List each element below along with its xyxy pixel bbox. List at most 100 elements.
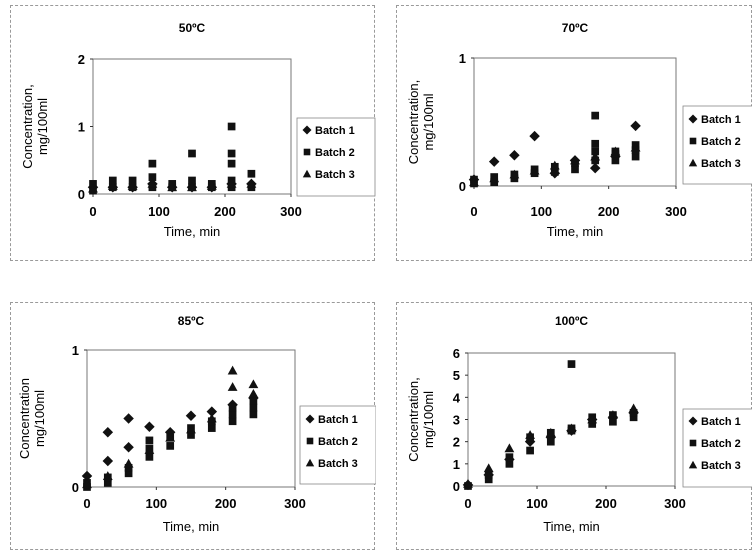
chart-panel-85c: 85ºC 0 1 0 100 200 300 Time, min Concentrationmg… (10, 302, 376, 550)
data-point-square (188, 149, 196, 158)
y-axis-label: Concentration,mg/100ml (20, 84, 50, 169)
data-point-diamond (123, 413, 134, 424)
chart-svg: 100ºC 0 1 2 3 4 5 6 0 100 200 300 Time, min Concentra… (406, 314, 752, 534)
data-point-square (228, 403, 237, 412)
data-point-triangle (463, 478, 473, 488)
data-point-diamond (102, 455, 114, 467)
data-point-square (124, 469, 133, 478)
data-point-triangle (587, 414, 598, 424)
data-point-square (611, 156, 620, 165)
data-point-triangle (566, 423, 577, 433)
plot-area (92, 58, 292, 195)
data-point-square (484, 471, 493, 479)
data-point-triangle (165, 432, 176, 442)
y-tick-label: 6 (453, 346, 460, 361)
chart-title: 50ºC (179, 21, 206, 35)
data-point-square (629, 413, 638, 422)
data-point-triangle (483, 463, 494, 473)
data-point-triangle (226, 178, 237, 188)
data-point-square (571, 165, 579, 174)
legend-label: Batch 1 (701, 114, 741, 126)
y-tick-label: 1 (72, 343, 79, 358)
data-point-square (505, 453, 514, 462)
data-point-square (631, 152, 640, 161)
x-tick-label: 300 (280, 204, 302, 219)
legend-marker-diamond (688, 114, 698, 124)
x-tick-label: 200 (598, 204, 620, 219)
data-point-triangle (144, 445, 155, 454)
legend-label: Batch 1 (701, 416, 741, 428)
data-point-square (145, 453, 154, 461)
data-point-triangle (570, 155, 580, 165)
data-point-triangle (227, 382, 238, 391)
data-point-diamond (123, 442, 134, 453)
legend-label: Batch 3 (315, 169, 355, 181)
data-point-square (249, 396, 258, 405)
data-point-triangle (610, 146, 621, 156)
x-tick-label: 100 (530, 204, 552, 219)
data-point-square (207, 424, 216, 432)
data-point-square (249, 403, 258, 412)
y-tick-label: 0 (459, 179, 466, 194)
data-point-square (526, 446, 534, 455)
data-point-square (128, 176, 137, 185)
data-point-square (505, 459, 514, 468)
legend-label: Batch 3 (701, 158, 741, 170)
data-point-triangle (123, 458, 134, 468)
data-point-diamond (206, 406, 218, 417)
data-point-triangle (107, 181, 118, 190)
y-tick-label: 1 (78, 120, 85, 135)
legend-label: Batch 1 (315, 125, 355, 137)
data-point-triangle (186, 424, 196, 434)
data-point-triangle (608, 410, 618, 419)
chart-title: 100ºC (555, 314, 588, 328)
x-tick-label: 200 (595, 496, 617, 511)
x-axis-label: Time, min (547, 224, 604, 239)
data-point-square (249, 410, 258, 419)
data-point-triangle (628, 403, 639, 413)
x-axis-label: Time, min (543, 519, 600, 534)
data-point-triangle (489, 173, 500, 183)
data-point-triangle (529, 165, 540, 175)
legend-label: Batch 2 (318, 436, 358, 448)
legend-label: Batch 2 (701, 438, 741, 450)
data-point-square (148, 173, 157, 181)
data-point-triangle (206, 413, 217, 423)
data-point-square (588, 420, 597, 428)
data-point-square (227, 122, 236, 131)
legend-marker-diamond (305, 414, 315, 424)
data-point-square (228, 410, 237, 419)
y-axis-label: Concentrationmg/100ml (17, 378, 47, 459)
data-point-square (591, 139, 600, 148)
data-point-square (546, 437, 555, 446)
data-point-square (124, 463, 133, 472)
legend-marker-diamond (688, 416, 698, 426)
data-point-triangle (167, 182, 178, 192)
chart-svg: 50ºC 0 1 2 0 100 200 300 Time, min Concentration,… (20, 21, 376, 239)
data-point-square (591, 111, 600, 120)
legend-marker-square (689, 439, 697, 447)
data-point-square (187, 431, 195, 439)
data-point-square (148, 159, 157, 168)
y-tick-label: 2 (453, 435, 460, 450)
y-tick-label: 0 (453, 479, 460, 494)
x-tick-label: 200 (214, 204, 236, 219)
data-point-square (108, 176, 117, 185)
data-point-triangle (187, 182, 197, 192)
y-tick-label: 5 (453, 368, 460, 383)
data-point-square (227, 159, 236, 168)
legend-marker-triangle (305, 458, 315, 467)
data-point-diamond (164, 426, 176, 438)
x-axis-label: Time, min (164, 224, 221, 239)
data-point-square (227, 149, 236, 158)
data-point-diamond (81, 470, 93, 482)
x-tick-label: 300 (665, 204, 687, 219)
data-point-square (591, 147, 600, 156)
data-point-square (609, 417, 617, 426)
chart-panel-100c: 100ºC 0 1 2 3 4 5 6 0 100 200 300 Time, min Concentra… (396, 302, 752, 550)
data-point-square (166, 442, 175, 450)
data-point-triangle (246, 178, 257, 188)
data-point-triangle (88, 183, 98, 193)
x-tick-label: 0 (470, 204, 477, 219)
x-tick-label: 200 (215, 496, 237, 511)
